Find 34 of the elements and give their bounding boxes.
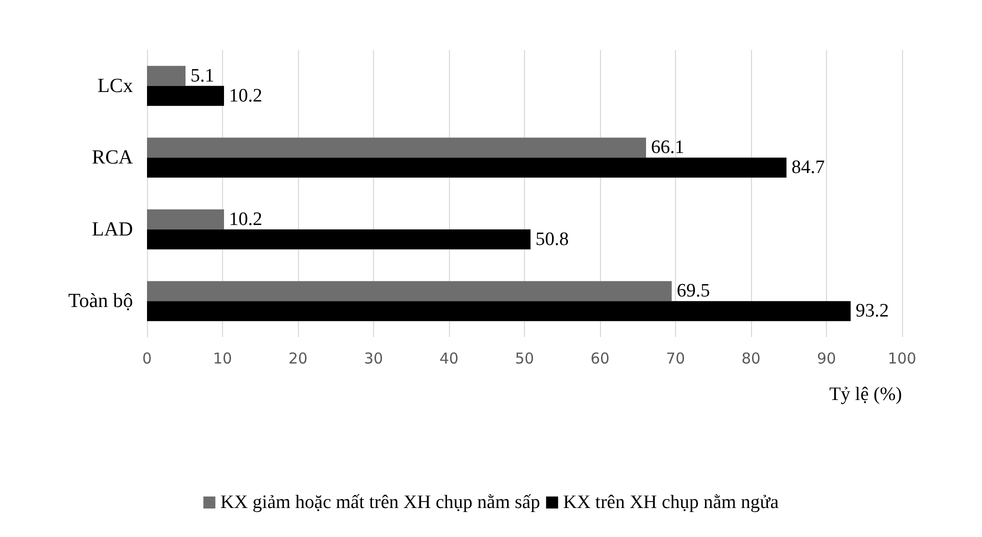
data-label: 10.2 — [229, 85, 262, 106]
data-label: 69.5 — [676, 280, 710, 302]
x-tick-label: 40 — [439, 350, 459, 368]
x-tick-label: 50 — [514, 350, 534, 368]
bar — [147, 66, 186, 86]
y-tick-label: Toàn bộ — [68, 290, 133, 312]
x-tick-label: 80 — [741, 350, 761, 368]
data-label: 10.2 — [229, 208, 262, 230]
legend-label: KX giảm hoặc mất trên XH chụp nằm sấp — [220, 492, 540, 513]
x-tick-label: 60 — [590, 350, 610, 368]
x-tick-label: 10 — [212, 350, 232, 368]
x-tick-label: 100 — [888, 350, 916, 368]
data-label: 5.1 — [190, 65, 214, 86]
bar — [147, 229, 531, 250]
y-tick-label: LCx — [97, 74, 133, 97]
bar — [147, 158, 786, 178]
y-tick-label: LAD — [92, 218, 133, 240]
data-label: 84.7 — [791, 157, 825, 178]
bar — [147, 281, 672, 302]
data-label: 93.2 — [856, 300, 889, 322]
legend-label: KX trên XH chụp nằm ngửa — [563, 492, 780, 513]
data-label: 50.8 — [536, 228, 569, 250]
x-tick-label: 20 — [288, 350, 308, 368]
x-tick-label: 90 — [816, 350, 836, 368]
x-tick-label: 30 — [364, 350, 384, 368]
bar — [147, 138, 646, 158]
data-label: 66.1 — [651, 137, 684, 158]
bar — [147, 86, 224, 106]
x-tick-label: 0 — [142, 350, 152, 368]
x-axis-title: Tỷ lệ (%) — [829, 384, 902, 405]
x-tick-label: 70 — [666, 350, 686, 368]
y-tick-label: RCA — [92, 146, 134, 169]
bar — [147, 301, 851, 322]
bar — [147, 209, 224, 230]
